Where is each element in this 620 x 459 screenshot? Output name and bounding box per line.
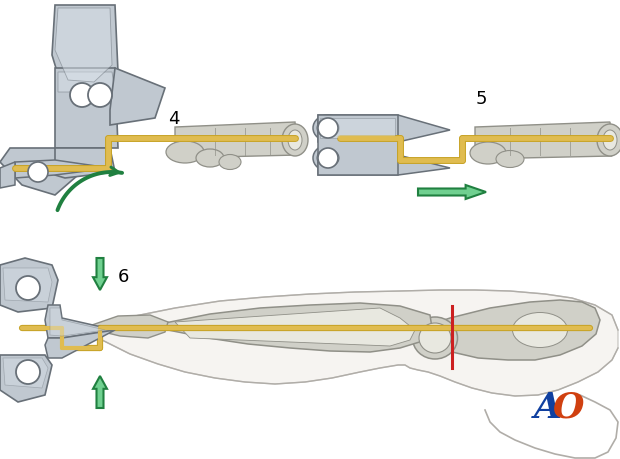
Polygon shape xyxy=(90,290,618,396)
Circle shape xyxy=(16,360,40,384)
Circle shape xyxy=(318,118,338,138)
Circle shape xyxy=(16,276,40,300)
Text: 5: 5 xyxy=(476,90,487,108)
Text: AO: AO xyxy=(536,414,538,415)
Polygon shape xyxy=(0,355,52,402)
Circle shape xyxy=(70,83,94,107)
Polygon shape xyxy=(58,72,115,92)
Ellipse shape xyxy=(513,313,567,347)
Circle shape xyxy=(318,148,338,168)
FancyArrow shape xyxy=(418,185,486,199)
Polygon shape xyxy=(320,118,395,138)
Circle shape xyxy=(88,83,112,107)
Polygon shape xyxy=(45,330,115,358)
Ellipse shape xyxy=(282,124,308,156)
Polygon shape xyxy=(110,68,165,125)
Text: O: O xyxy=(553,391,585,425)
Ellipse shape xyxy=(597,124,620,156)
FancyArrow shape xyxy=(93,258,107,290)
Polygon shape xyxy=(0,258,58,312)
Polygon shape xyxy=(3,358,48,388)
Ellipse shape xyxy=(313,115,343,141)
Polygon shape xyxy=(0,162,15,188)
Polygon shape xyxy=(15,160,110,178)
Polygon shape xyxy=(175,122,298,158)
Ellipse shape xyxy=(313,145,343,171)
Ellipse shape xyxy=(412,317,458,359)
Polygon shape xyxy=(50,308,105,336)
Polygon shape xyxy=(55,8,112,82)
Polygon shape xyxy=(318,115,398,175)
Ellipse shape xyxy=(317,119,339,137)
Ellipse shape xyxy=(166,141,204,163)
Ellipse shape xyxy=(196,149,224,167)
Polygon shape xyxy=(175,308,415,346)
Polygon shape xyxy=(318,155,450,175)
Ellipse shape xyxy=(288,130,302,150)
Ellipse shape xyxy=(419,323,451,353)
Polygon shape xyxy=(55,148,115,178)
Ellipse shape xyxy=(496,151,524,168)
Polygon shape xyxy=(410,300,600,360)
Polygon shape xyxy=(45,305,115,338)
Circle shape xyxy=(28,162,48,182)
Text: A: A xyxy=(534,391,562,425)
Polygon shape xyxy=(318,115,450,142)
Polygon shape xyxy=(88,315,168,338)
Ellipse shape xyxy=(219,155,241,169)
Ellipse shape xyxy=(470,142,506,164)
Text: 4: 4 xyxy=(168,110,180,128)
Polygon shape xyxy=(55,68,118,148)
Polygon shape xyxy=(52,5,118,92)
Ellipse shape xyxy=(317,149,339,167)
Polygon shape xyxy=(0,148,78,195)
Ellipse shape xyxy=(603,130,617,150)
Text: 6: 6 xyxy=(118,268,130,286)
Polygon shape xyxy=(3,268,52,302)
Polygon shape xyxy=(475,122,612,159)
Polygon shape xyxy=(145,303,432,352)
FancyArrow shape xyxy=(93,376,107,408)
